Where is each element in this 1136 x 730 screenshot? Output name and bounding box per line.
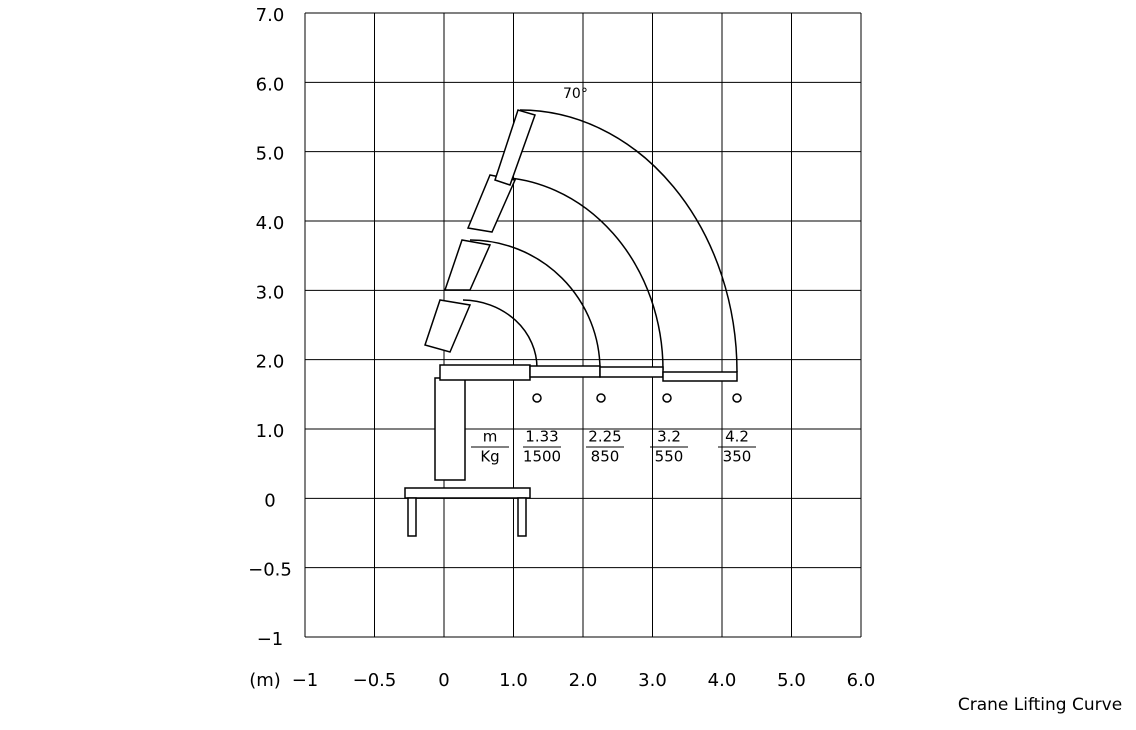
load-top: 4.2 <box>725 428 749 446</box>
x-axis-label: 0 <box>438 670 449 691</box>
y-axis-label: 7.0 <box>256 5 285 26</box>
x-axis-label: 1.0 <box>499 670 528 691</box>
x-axis-label: 2.0 <box>569 670 598 691</box>
load-top: 1.33 <box>525 428 558 446</box>
y-axis-label: 3.0 <box>256 282 285 303</box>
load-bottom: 1500 <box>523 448 561 466</box>
x-axis-label: 3.0 <box>638 670 667 691</box>
boom <box>424 299 472 353</box>
load-bottom: 350 <box>723 448 752 466</box>
y-axis-label: −0.5 <box>248 560 292 581</box>
y-axis-label: 5.0 <box>256 144 285 165</box>
unit-label: (m) <box>249 670 281 691</box>
crane <box>404 109 742 537</box>
load-bottom: 850 <box>591 448 620 466</box>
boom <box>599 366 664 378</box>
hook <box>662 393 672 403</box>
x-axis-label: −1 <box>292 670 319 691</box>
arcs <box>462 109 738 373</box>
angle-label: 70° <box>563 86 588 102</box>
load-top: 3.2 <box>657 428 681 446</box>
leg <box>517 497 527 537</box>
load-top: 2.25 <box>588 428 621 446</box>
x-axis-label: 6.0 <box>847 670 876 691</box>
load-bottom: 550 <box>655 448 684 466</box>
header-top: m <box>483 428 498 446</box>
hook <box>532 393 542 403</box>
leg <box>407 497 417 537</box>
y-axis-label: 0 <box>264 490 275 511</box>
arc <box>469 239 601 371</box>
x-axis-label: −0.5 <box>353 670 397 691</box>
grid: 7.0 6.0 5.0 4.0 3.0 2.0 1.0 0 −0.5 −1 −1 −0.5 0 1.0 2.… <box>248 5 875 691</box>
boom <box>443 239 492 291</box>
hook <box>732 393 742 403</box>
load-table: m Kg 1.33 1500 2.25 850 3.2 550 4.2 350 <box>471 428 756 466</box>
boom <box>494 109 536 186</box>
column <box>434 377 466 481</box>
arc <box>462 299 538 369</box>
boom <box>439 364 531 381</box>
caption: Crane Lifting Curve <box>958 695 1122 715</box>
hook <box>596 393 606 403</box>
y-axis-label: −1 <box>257 629 284 650</box>
y-axis-label: 2.0 <box>256 352 285 373</box>
y-axis-label: 1.0 <box>256 421 285 442</box>
base <box>404 487 531 499</box>
x-axis-label: 4.0 <box>708 670 737 691</box>
y-axis-label: 4.0 <box>256 213 285 234</box>
boom <box>662 371 738 382</box>
arc <box>492 176 664 371</box>
x-axis-label: 5.0 <box>777 670 806 691</box>
header-bottom: Kg <box>480 448 499 466</box>
y-axis-label: 6.0 <box>256 74 285 95</box>
boom <box>529 365 601 378</box>
boom <box>466 174 517 233</box>
arc <box>519 109 738 373</box>
